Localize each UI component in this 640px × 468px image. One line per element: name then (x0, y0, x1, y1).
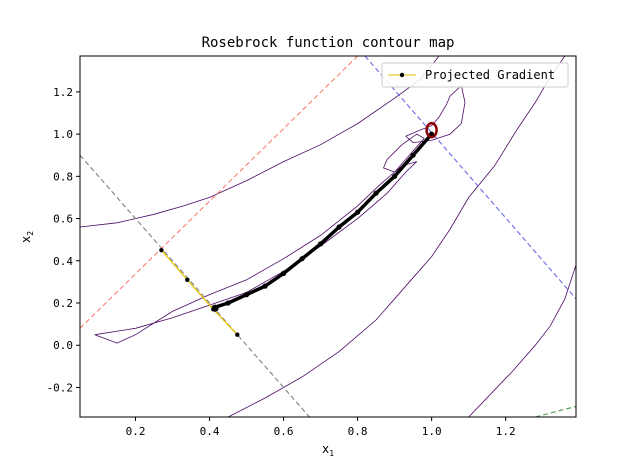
blue-constraint-line (364, 56, 576, 300)
y-tick-label: 0.2 (53, 297, 73, 310)
trajectory-point (410, 152, 416, 158)
trajectory-point (281, 270, 287, 276)
trajectory-point (373, 190, 379, 196)
trajectory-point (159, 248, 164, 253)
x-tick-label: 1.2 (496, 425, 516, 438)
trajectory-point (429, 131, 435, 137)
y-tick-label: 0.8 (53, 170, 73, 183)
contour-far-right (468, 264, 576, 417)
minimum-marker (425, 121, 438, 139)
y-tick-label: -0.2 (47, 381, 74, 394)
trajectory-point (318, 241, 324, 247)
projection-segment (160, 249, 238, 336)
y-tick-label: 0.4 (53, 255, 73, 268)
legend: Projected Gradient (381, 62, 569, 88)
start-marker (211, 304, 219, 312)
trajectory-point (235, 332, 240, 337)
trajectory-point (392, 173, 398, 179)
trajectory-point (244, 292, 250, 298)
x-axis-label-sub: 1 (329, 449, 334, 458)
x-tick-label: 0.2 (126, 425, 146, 438)
x-axis-ticks: 0.2 0.4 0.6 0.8 1.0 1.2 (126, 417, 516, 438)
legend-label-projected-gradient: Projected Gradient (425, 68, 555, 82)
x-tick-label: 0.4 (200, 425, 220, 438)
grey-constraint-line (80, 154, 310, 417)
legend-box (381, 62, 569, 88)
green-constraint-line (535, 405, 576, 417)
red-constraint-line (80, 56, 358, 329)
y-axis-label-sub: 2 (26, 231, 35, 236)
trajectory-point (185, 277, 190, 282)
x-tick-label: 1.0 (422, 425, 442, 438)
chart-title: Rosebrock function contour map (202, 35, 455, 51)
trajectory-point (262, 283, 268, 289)
contour-outer-lower (227, 56, 566, 417)
trajectory-point (336, 224, 342, 230)
trajectory-point (299, 256, 305, 262)
plot-frame (79, 55, 577, 418)
legend-marker-projected-gradient (399, 72, 405, 78)
x-tick-label: 0.8 (348, 425, 368, 438)
y-tick-label: 1.0 (53, 128, 73, 141)
x-tick-label: 0.6 (274, 425, 294, 438)
y-axis-label: x2 (19, 231, 35, 243)
y-tick-label: 1.2 (53, 86, 73, 99)
contour-near-min (382, 133, 425, 173)
plot-content (80, 56, 576, 417)
trajectory-point (355, 209, 361, 215)
y-axis-ticks: -0.2 0.0 0.2 0.4 0.6 0.8 1.0 1.2 (47, 86, 80, 394)
y-axis-label-main: x (19, 236, 33, 243)
trajectory-point (225, 300, 231, 306)
x-axis-label-main: x (322, 442, 329, 456)
x-axis-label: x1 (322, 442, 334, 458)
y-tick-label: 0.0 (53, 339, 73, 352)
y-tick-label: 0.6 (53, 213, 73, 226)
